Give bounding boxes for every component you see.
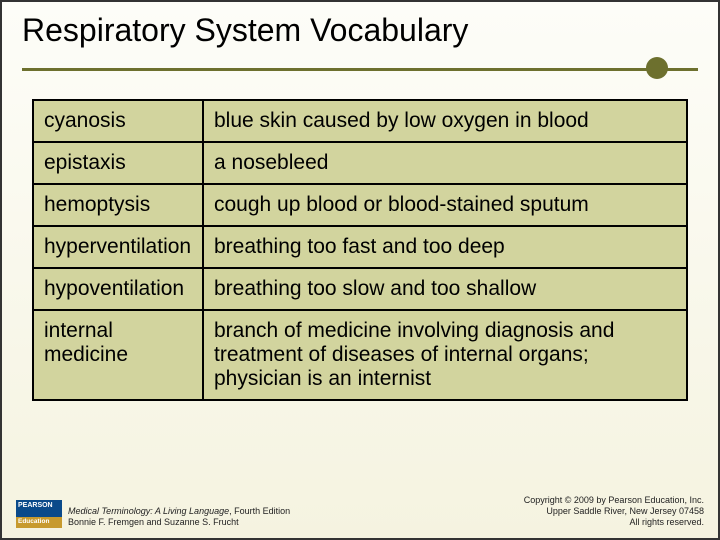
slide-title: Respiratory System Vocabulary (22, 12, 698, 49)
vocab-table-wrap: cyanosisblue skin caused by low oxygen i… (32, 99, 688, 401)
vocab-table: cyanosisblue skin caused by low oxygen i… (32, 99, 688, 401)
footer-copyright: Copyright © 2009 by Pearson Education, I… (524, 495, 704, 528)
term-cell: internal medicine (33, 310, 203, 400)
term-cell: hypoventilation (33, 268, 203, 310)
table-row: cyanosisblue skin caused by low oxygen i… (33, 100, 687, 142)
table-row: internal medicinebranch of medicine invo… (33, 310, 687, 400)
definition-cell: breathing too slow and too shallow (203, 268, 687, 310)
logo-bottom-text: Education (18, 518, 60, 526)
footer-left: PEARSON Education Medical Terminology: A… (16, 500, 290, 528)
definition-cell: cough up blood or blood-stained sputum (203, 184, 687, 226)
copyright-line-2: Upper Saddle River, New Jersey 07458 (524, 506, 704, 517)
copyright-line-3: All rights reserved. (524, 517, 704, 528)
title-area: Respiratory System Vocabulary (2, 2, 718, 85)
book-title: Medical Terminology: A Living Language (68, 506, 229, 516)
copyright-line-1: Copyright © 2009 by Pearson Education, I… (524, 495, 704, 506)
definition-cell: a nosebleed (203, 142, 687, 184)
authors-text: Bonnie F. Fremgen and Suzanne S. Frucht (68, 517, 290, 528)
term-cell: cyanosis (33, 100, 203, 142)
table-row: epistaxisa nosebleed (33, 142, 687, 184)
horizontal-rule (22, 68, 698, 71)
term-cell: epistaxis (33, 142, 203, 184)
term-cell: hyperventilation (33, 226, 203, 268)
accent-dot-icon (646, 57, 668, 79)
footer: PEARSON Education Medical Terminology: A… (2, 495, 718, 528)
logo-top-text: PEARSON (18, 502, 60, 510)
definition-cell: blue skin caused by low oxygen in blood (203, 100, 687, 142)
edition-text: , Fourth Edition (229, 506, 290, 516)
definition-cell: branch of medicine involving diagnosis a… (203, 310, 687, 400)
table-row: hemoptysiscough up blood or blood-staine… (33, 184, 687, 226)
footer-citation: Medical Terminology: A Living Language, … (68, 506, 290, 528)
definition-cell: breathing too fast and too deep (203, 226, 687, 268)
term-cell: hemoptysis (33, 184, 203, 226)
slide: Respiratory System Vocabulary cyanosisbl… (0, 0, 720, 540)
pearson-logo-icon: PEARSON Education (16, 500, 62, 528)
accent-line (22, 57, 698, 79)
table-row: hyperventilationbreathing too fast and t… (33, 226, 687, 268)
table-row: hypoventilationbreathing too slow and to… (33, 268, 687, 310)
